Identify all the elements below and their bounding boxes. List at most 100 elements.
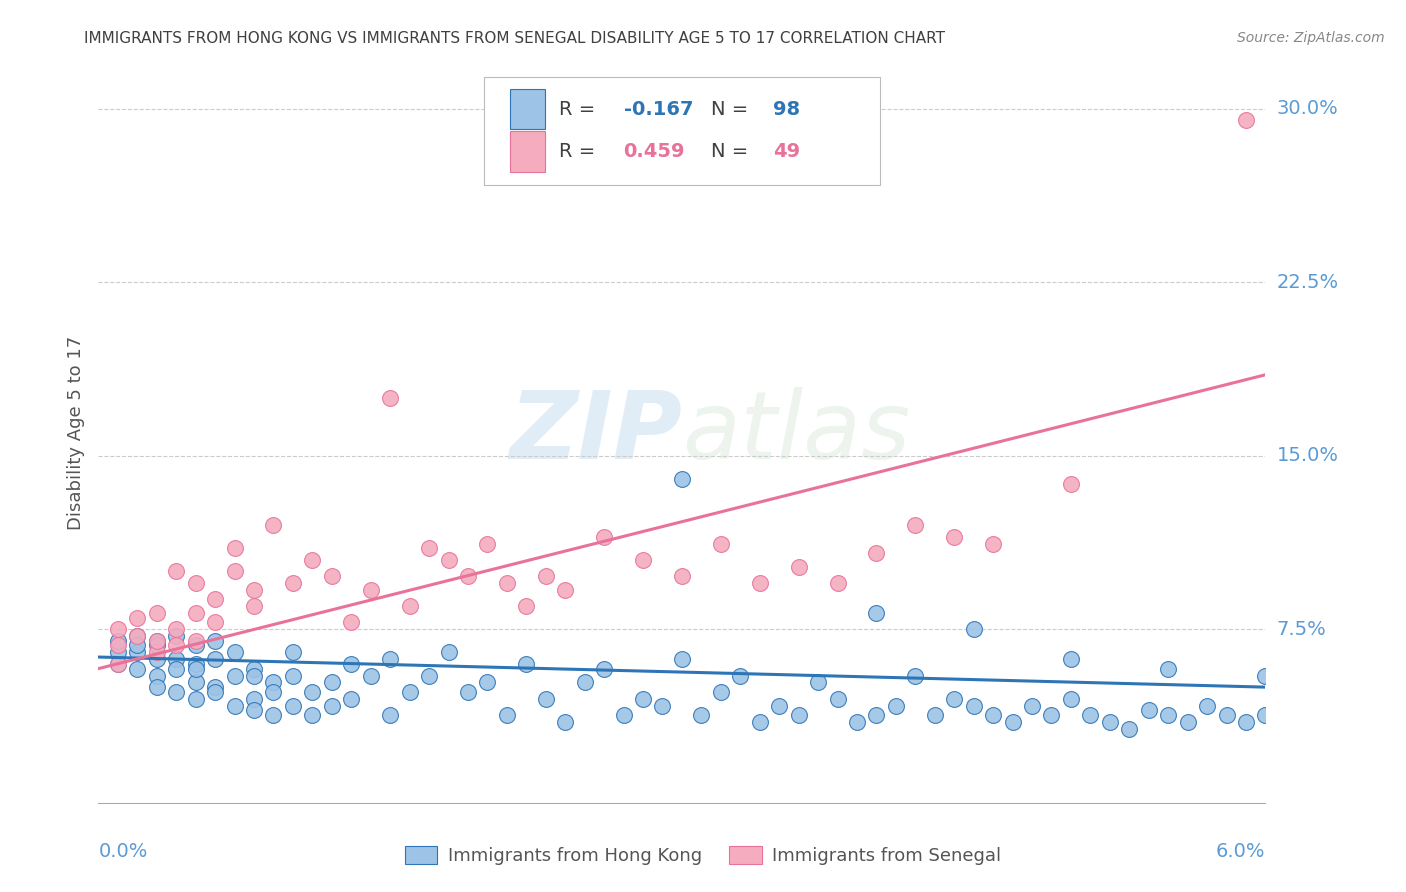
Point: [437, 553, 460, 567]
Point: [165, 685, 187, 699]
Point: [321, 569, 343, 583]
Point: [1098, 714, 1121, 729]
Point: [380, 707, 402, 722]
Point: [243, 599, 266, 614]
Point: [534, 569, 557, 583]
Point: [477, 675, 499, 690]
Point: [107, 657, 129, 671]
Point: [827, 691, 849, 706]
Point: [204, 633, 226, 648]
Point: [477, 536, 499, 550]
Text: 49: 49: [773, 142, 800, 161]
Point: [962, 698, 984, 713]
Point: [184, 639, 207, 653]
Point: [748, 576, 770, 591]
Point: [204, 680, 226, 694]
Point: [165, 629, 187, 643]
Point: [671, 472, 693, 486]
Point: [224, 645, 246, 659]
Point: [243, 691, 266, 706]
Text: 0.459: 0.459: [624, 142, 685, 161]
Point: [340, 691, 363, 706]
Point: [1118, 722, 1140, 736]
Point: [224, 565, 246, 579]
FancyBboxPatch shape: [510, 131, 546, 171]
Point: [243, 668, 266, 682]
Point: [224, 668, 246, 682]
Point: [340, 657, 363, 671]
Point: [184, 657, 207, 671]
Point: [146, 668, 169, 682]
Point: [554, 714, 576, 729]
Point: [360, 582, 382, 597]
Point: [380, 391, 402, 405]
Point: [146, 652, 169, 666]
Point: [127, 629, 149, 643]
Point: [127, 629, 149, 643]
Text: 0.0%: 0.0%: [98, 842, 148, 861]
Point: [360, 668, 382, 682]
Point: [613, 707, 636, 722]
Point: [827, 576, 849, 591]
Point: [146, 633, 169, 648]
Point: [846, 714, 869, 729]
Point: [1254, 668, 1277, 682]
Legend: Immigrants from Hong Kong, Immigrants from Senegal: Immigrants from Hong Kong, Immigrants fr…: [398, 838, 1008, 872]
Point: [730, 668, 752, 682]
Point: [671, 652, 693, 666]
Point: [651, 698, 673, 713]
Point: [204, 652, 226, 666]
Point: [1060, 652, 1083, 666]
Point: [127, 645, 149, 659]
Point: [884, 698, 907, 713]
Point: [1177, 714, 1199, 729]
Point: [593, 530, 616, 544]
Point: [496, 707, 519, 722]
Point: [281, 668, 304, 682]
Text: N =: N =: [711, 142, 755, 161]
Point: [554, 582, 576, 597]
Point: [807, 675, 830, 690]
Point: [515, 599, 537, 614]
Text: R =: R =: [560, 142, 602, 161]
Point: [301, 685, 323, 699]
Point: [1080, 707, 1102, 722]
Point: [107, 657, 129, 671]
Point: [262, 685, 284, 699]
Point: [981, 536, 1004, 550]
Point: [1021, 698, 1043, 713]
Point: [281, 698, 304, 713]
Point: [865, 606, 887, 620]
Point: [457, 685, 479, 699]
Point: [184, 675, 207, 690]
Point: [1157, 707, 1180, 722]
Point: [924, 707, 946, 722]
Point: [243, 662, 266, 676]
Point: [457, 569, 479, 583]
Point: [787, 559, 810, 574]
Text: 15.0%: 15.0%: [1277, 446, 1339, 466]
Text: 98: 98: [773, 100, 800, 119]
Point: [1215, 707, 1237, 722]
Point: [321, 698, 343, 713]
Point: [574, 675, 596, 690]
Point: [904, 668, 927, 682]
Point: [321, 675, 343, 690]
Text: IMMIGRANTS FROM HONG KONG VS IMMIGRANTS FROM SENEGAL DISABILITY AGE 5 TO 17 CORR: IMMIGRANTS FROM HONG KONG VS IMMIGRANTS …: [84, 31, 945, 46]
Point: [301, 707, 323, 722]
Point: [437, 645, 460, 659]
Point: [943, 691, 966, 706]
Point: [127, 662, 149, 676]
Point: [1234, 113, 1257, 128]
Point: [380, 652, 402, 666]
Text: 30.0%: 30.0%: [1277, 99, 1339, 119]
Point: [107, 633, 129, 648]
Text: Source: ZipAtlas.com: Source: ZipAtlas.com: [1237, 31, 1385, 45]
Point: [671, 569, 693, 583]
Point: [1001, 714, 1024, 729]
Text: N =: N =: [711, 100, 755, 119]
Point: [1197, 698, 1219, 713]
Point: [184, 691, 207, 706]
Point: [262, 675, 284, 690]
Point: [301, 553, 323, 567]
